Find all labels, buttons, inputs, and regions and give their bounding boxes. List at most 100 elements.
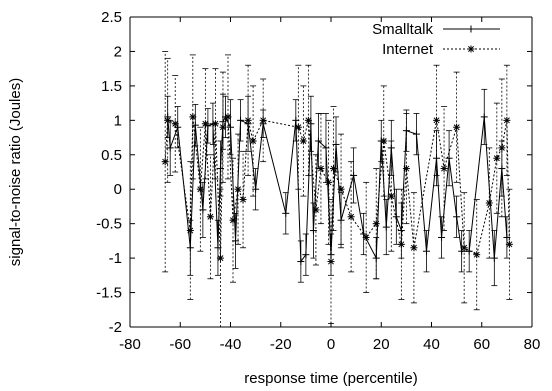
error-bar bbox=[486, 147, 493, 259]
data-point bbox=[297, 258, 305, 266]
data-point bbox=[206, 213, 214, 221]
axis-ticks: -80 -60 -40 -20 0 20 40 60 80 -2 -1.5 -1 -0.5 0 0.5 1 1.… bbox=[96, 9, 540, 353]
data-point bbox=[312, 206, 320, 214]
data-point bbox=[402, 165, 410, 173]
data-point bbox=[460, 244, 468, 252]
data-point bbox=[480, 113, 488, 121]
data-point bbox=[337, 185, 345, 193]
plot-frame bbox=[129, 16, 533, 328]
error-bar bbox=[312, 154, 319, 266]
error-bar bbox=[338, 133, 345, 245]
error-bar bbox=[503, 64, 510, 176]
data-point bbox=[252, 185, 260, 193]
data-point bbox=[440, 165, 448, 173]
data-point bbox=[465, 247, 473, 255]
data-point bbox=[196, 185, 204, 193]
data-point bbox=[493, 154, 501, 162]
data-point bbox=[453, 213, 461, 221]
x-tick-label: 60 bbox=[473, 336, 490, 353]
data-point bbox=[397, 240, 405, 248]
data-point bbox=[244, 116, 252, 124]
x-tick-label: 0 bbox=[327, 336, 335, 353]
x-tick-label: 40 bbox=[423, 336, 440, 353]
data-point bbox=[372, 220, 380, 228]
error-bar bbox=[348, 161, 355, 273]
error-bar bbox=[388, 140, 395, 252]
series-layer bbox=[161, 51, 513, 328]
data-point bbox=[473, 251, 481, 259]
data-point bbox=[216, 254, 224, 262]
error-bar bbox=[453, 71, 460, 183]
x-tick-label: -80 bbox=[119, 336, 141, 353]
error-bar bbox=[398, 188, 405, 300]
y-tick-label: -1 bbox=[109, 250, 122, 267]
legend-label-smalltalk: Smalltalk bbox=[372, 21, 433, 38]
data-point bbox=[189, 113, 197, 121]
error-bar bbox=[433, 64, 440, 176]
error-bar bbox=[493, 102, 500, 214]
data-point bbox=[347, 213, 355, 221]
data-point bbox=[362, 233, 370, 241]
data-point bbox=[327, 258, 335, 266]
x-tick-label: 20 bbox=[373, 336, 390, 353]
data-point bbox=[485, 199, 493, 207]
data-point bbox=[234, 185, 242, 193]
data-point bbox=[438, 233, 446, 241]
data-point bbox=[161, 158, 169, 166]
data-point bbox=[332, 140, 340, 148]
data-point bbox=[299, 137, 307, 145]
error-bar bbox=[373, 168, 380, 280]
error-bar bbox=[380, 85, 387, 197]
y-tick-label: -2 bbox=[109, 319, 122, 336]
data-point bbox=[294, 123, 302, 131]
data-point bbox=[314, 137, 322, 145]
data-point bbox=[324, 178, 332, 186]
data-point bbox=[380, 137, 388, 145]
error-bar bbox=[212, 68, 219, 180]
error-bar bbox=[461, 192, 468, 304]
data-point bbox=[249, 137, 257, 145]
error-bar bbox=[219, 71, 226, 183]
data-point bbox=[503, 233, 511, 241]
series-internet bbox=[161, 51, 513, 328]
y-axis-title: signal-to-noise ratio (Joules) bbox=[7, 78, 24, 266]
data-point bbox=[171, 120, 179, 128]
y-tick-label: 1 bbox=[114, 112, 122, 129]
data-point bbox=[382, 223, 390, 231]
error-bar bbox=[202, 68, 209, 180]
data-point bbox=[227, 123, 234, 131]
error-bar bbox=[250, 85, 257, 197]
legend-label-internet: Internet bbox=[382, 41, 434, 58]
error-bar bbox=[305, 64, 312, 176]
data-point bbox=[330, 165, 338, 173]
error-bar bbox=[300, 85, 307, 197]
data-point bbox=[239, 196, 247, 204]
data-point bbox=[219, 123, 227, 131]
legend: Smalltalk Internet bbox=[372, 21, 500, 58]
series-smalltalk bbox=[164, 88, 511, 287]
y-tick-label: 2.5 bbox=[101, 9, 122, 26]
data-point bbox=[505, 240, 513, 248]
legend-marker-smalltalk bbox=[467, 25, 475, 33]
x-axis-title: response time (percentile) bbox=[244, 370, 417, 387]
data-point bbox=[422, 247, 430, 255]
data-point bbox=[410, 244, 418, 252]
data-point bbox=[237, 116, 245, 124]
data-point bbox=[309, 227, 317, 235]
data-point bbox=[164, 116, 172, 124]
error-bar bbox=[473, 199, 480, 311]
data-point bbox=[317, 165, 325, 173]
data-point bbox=[304, 116, 312, 124]
data-point bbox=[387, 192, 395, 200]
series-line bbox=[164, 116, 510, 262]
data-point bbox=[498, 144, 506, 152]
data-point bbox=[211, 120, 219, 128]
error-bar bbox=[506, 188, 513, 300]
y-tick-label: -1.5 bbox=[96, 285, 122, 302]
data-point bbox=[453, 123, 461, 131]
data-point bbox=[392, 213, 400, 221]
legend-marker-internet bbox=[467, 45, 475, 53]
data-point bbox=[259, 116, 267, 124]
error-bar bbox=[363, 181, 370, 293]
